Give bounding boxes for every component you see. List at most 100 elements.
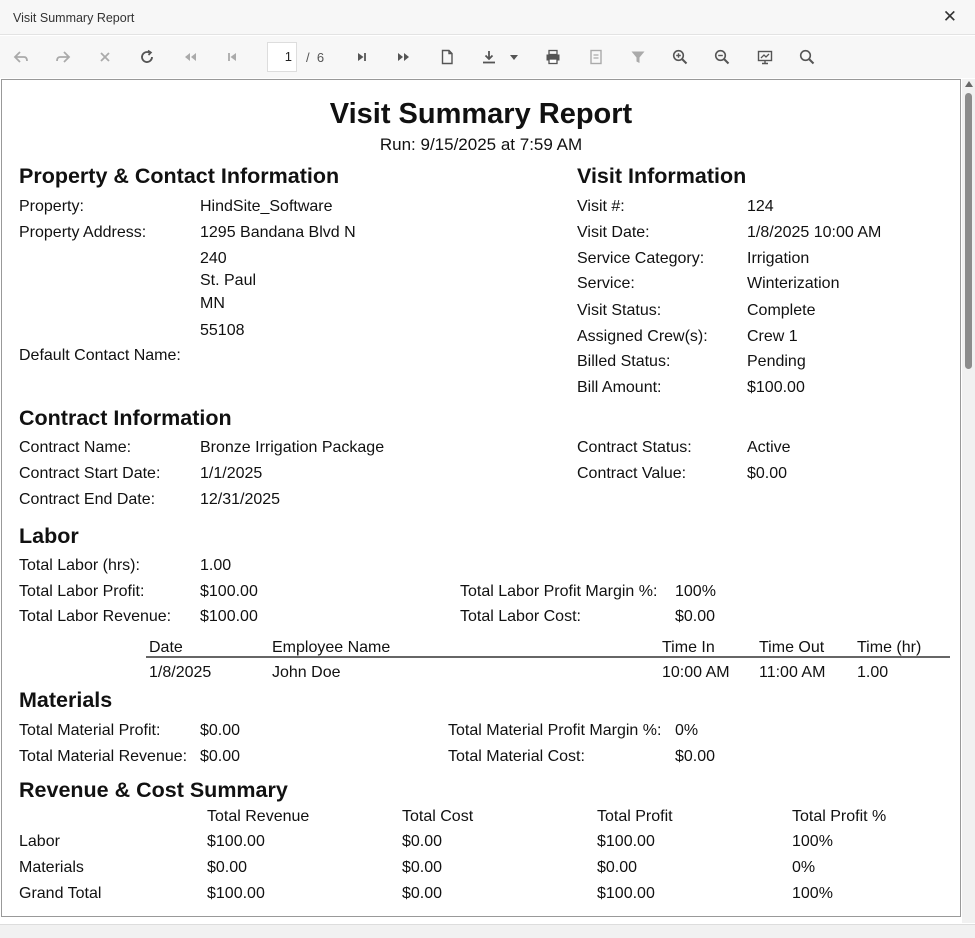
property-value: HindSite_Software (200, 198, 333, 215)
labor-table-header: Time In (662, 639, 715, 656)
export-icon[interactable] (479, 47, 499, 67)
labor-margin-label: Total Labor Profit Margin %: (460, 583, 658, 600)
property-label: Property: (19, 198, 84, 215)
vertical-scrollbar[interactable] (962, 79, 975, 923)
scroll-thumb[interactable] (965, 93, 972, 369)
visit-number-label: Visit #: (577, 198, 625, 215)
material-cost-value: $0.00 (675, 748, 716, 765)
labor-revenue-value: $100.00 (200, 608, 258, 625)
labor-table-header: Time (hr) (857, 639, 922, 656)
labor-revenue-label: Total Labor Revenue: (19, 608, 172, 625)
next-page-icon[interactable] (352, 47, 372, 67)
close-icon[interactable]: ✕ (942, 7, 957, 26)
contract-end-label: Contract End Date: (19, 491, 156, 508)
contract-start-value: 1/1/2025 (200, 465, 263, 482)
material-cost-label: Total Material Cost: (448, 748, 585, 765)
contract-name-label: Contract Name: (19, 439, 132, 456)
summary-header: Total Revenue (207, 808, 310, 825)
service-category-value: Irrigation (747, 250, 810, 267)
summary-cell: $0.00 (402, 833, 443, 850)
labor-table-cell: 10:00 AM (662, 664, 730, 681)
filter-icon[interactable] (628, 47, 648, 67)
billed-status-label: Billed Status: (577, 353, 671, 370)
report-viewer: Visit Summary Report Run: 9/15/2025 at 7… (0, 79, 975, 923)
summary-cell: Materials (19, 859, 84, 876)
labor-table-header: Employee Name (272, 639, 391, 656)
summary-cell: $100.00 (207, 833, 265, 850)
address-label: Property Address: (19, 224, 147, 241)
labor-table-cell: 1/8/2025 (149, 664, 212, 681)
print-icon[interactable] (543, 47, 563, 67)
labor-section-heading: Labor (19, 524, 79, 548)
labor-table-cell: 1.00 (857, 664, 889, 681)
billed-status-value: Pending (747, 353, 806, 370)
assigned-crew-label: Assigned Crew(s): (577, 328, 708, 345)
contract-value-value: $0.00 (747, 465, 788, 482)
labor-profit-value: $100.00 (200, 583, 258, 600)
export-dropdown-icon[interactable] (505, 47, 523, 67)
assigned-crew-value: Crew 1 (747, 328, 798, 345)
summary-cell: Labor (19, 833, 60, 850)
visit-status-label: Visit Status: (577, 302, 662, 319)
scroll-up-icon[interactable] (965, 81, 973, 87)
summary-cell: 0% (792, 859, 816, 876)
contract-end-value: 12/31/2025 (200, 491, 281, 508)
material-margin-label: Total Material Profit Margin %: (448, 722, 662, 739)
visit-date-label: Visit Date: (577, 224, 650, 241)
visit-date-value: 1/8/2025 10:00 AM (747, 224, 882, 241)
summary-cell: $100.00 (597, 833, 655, 850)
bill-amount-value: $100.00 (747, 379, 805, 396)
report-run-timestamp: Run: 9/15/2025 at 7:59 AM (379, 135, 583, 154)
stop-icon[interactable] (95, 47, 115, 67)
report-toolbar: 1 / 6 (0, 36, 975, 78)
print-page-icon[interactable] (586, 47, 606, 67)
labor-cost-label: Total Labor Cost: (460, 608, 581, 625)
report-page: Visit Summary Report Run: 9/15/2025 at 7… (1, 79, 961, 917)
page-setup-icon[interactable] (437, 47, 457, 67)
summary-header: Total Profit % (792, 808, 887, 825)
visit-status-value: Complete (747, 302, 816, 319)
view-mode-icon[interactable] (755, 47, 775, 67)
forward-icon[interactable] (53, 47, 73, 67)
first-page-icon[interactable] (180, 47, 200, 67)
refresh-icon[interactable] (137, 47, 157, 67)
address-line: 1295 Bandana Blvd N (200, 224, 356, 241)
material-profit-value: $0.00 (200, 722, 241, 739)
labor-hours-label: Total Labor (hrs): (19, 557, 140, 574)
summary-cell: $0.00 (402, 885, 443, 902)
labor-table-header: Date (149, 639, 183, 656)
search-icon[interactable] (797, 47, 817, 67)
contract-value-label: Contract Value: (577, 465, 687, 482)
contract-status-label: Contract Status: (577, 439, 692, 456)
labor-table-cell: 11:00 AM (759, 664, 826, 681)
back-icon[interactable] (11, 47, 31, 67)
service-category-label: Service Category: (577, 250, 705, 267)
report-title: Visit Summary Report (329, 98, 633, 130)
window-titlebar: Visit Summary Report ✕ (0, 0, 975, 35)
horizontal-scrollbar[interactable] (0, 924, 975, 938)
material-revenue-value: $0.00 (200, 748, 241, 765)
window-title: Visit Summary Report (13, 11, 135, 25)
material-revenue-label: Total Material Revenue: (19, 748, 188, 765)
summary-cell: $0.00 (207, 859, 248, 876)
page-count: / 6 (306, 50, 324, 65)
summary-cell: $100.00 (597, 885, 655, 902)
labor-profit-label: Total Labor Profit: (19, 583, 145, 600)
contract-start-label: Contract Start Date: (19, 465, 161, 482)
last-page-icon[interactable] (394, 47, 414, 67)
summary-cell: Grand Total (19, 885, 102, 902)
labor-table-header: Time Out (759, 639, 825, 656)
contract-status-value: Active (747, 439, 791, 456)
labor-margin-value: 100% (675, 583, 716, 600)
material-profit-label: Total Material Profit: (19, 722, 161, 739)
page-number-input[interactable]: 1 (267, 42, 297, 72)
zoom-in-icon[interactable] (670, 47, 690, 67)
summary-cell: $0.00 (597, 859, 638, 876)
summary-section-heading: Revenue & Cost Summary (19, 778, 288, 802)
materials-section-heading: Materials (19, 688, 113, 712)
previous-page-icon[interactable] (222, 47, 242, 67)
address-line: 55108 (200, 322, 245, 339)
address-line: St. Paul (200, 272, 257, 289)
zoom-out-icon[interactable] (712, 47, 732, 67)
page-total: 6 (316, 50, 325, 65)
